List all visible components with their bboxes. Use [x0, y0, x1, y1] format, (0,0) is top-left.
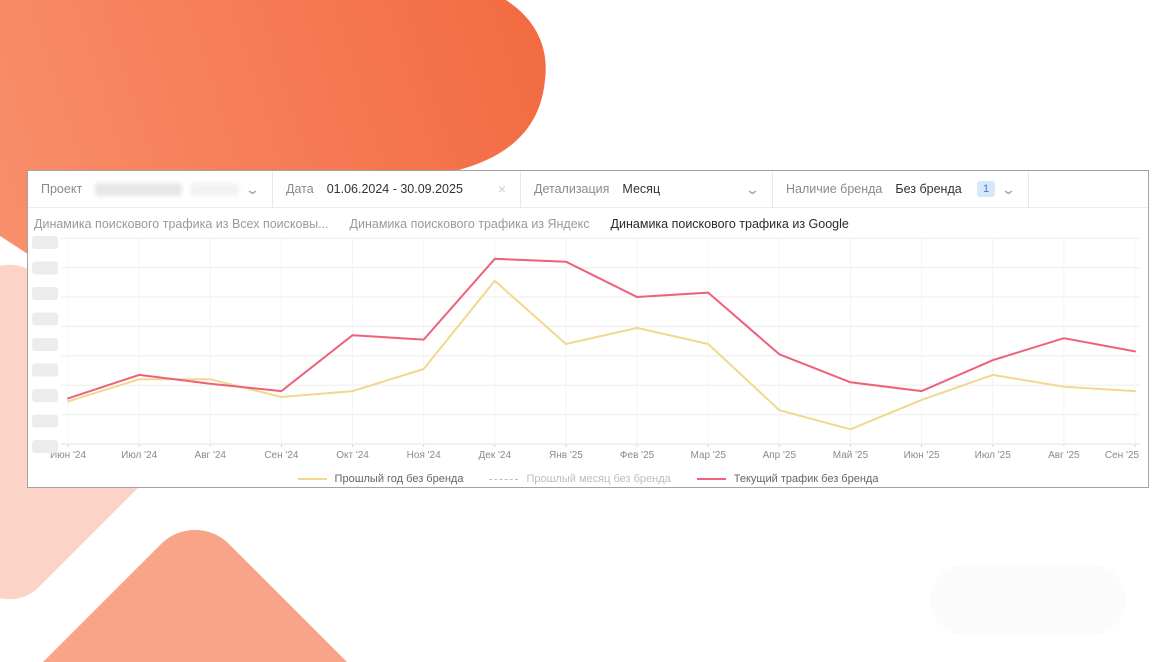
- x-axis-label: Мар '25: [691, 450, 727, 461]
- x-axis-label: Авг '24: [195, 450, 227, 461]
- chevron-down-icon: ⌄: [244, 181, 261, 197]
- granularity-label: Детализация: [534, 182, 610, 196]
- x-axis-label: Апр '25: [763, 450, 797, 461]
- traffic-chart[interactable]: Июн '24 Июл '24 Авг '24 Сен '24 Окт '24 Ноя '…: [28, 234, 1148, 471]
- legend-label: Прошлый месяц без бренда: [526, 473, 671, 485]
- project-value-redacted-2: [189, 182, 240, 196]
- legend-label: Прошлый год без бренда: [334, 473, 464, 485]
- y-axis-label-redacted: [32, 363, 58, 377]
- brand-filter-label: Наличие бренда: [786, 182, 883, 196]
- x-axis-label: Июн '24: [50, 450, 86, 461]
- x-axis-label: Сен '25: [1105, 450, 1140, 461]
- y-axis-label-redacted: [32, 414, 58, 428]
- x-axis-label: Янв '25: [549, 450, 583, 461]
- x-axis-label: Май '25: [833, 450, 869, 461]
- legend-label: Текущий трафик без бренда: [733, 473, 879, 485]
- y-axis-label-redacted: [32, 236, 58, 249]
- report-tabs: Динамика поискового трафика из Всех поис…: [34, 217, 1148, 231]
- project-value-redacted: [95, 182, 182, 196]
- traffic-line-chart-svg[interactable]: Июн '24 Июл '24 Авг '24 Сен '24 Окт '24 Ноя '…: [28, 234, 1147, 466]
- brand-filter-select[interactable]: Наличие бренда Без бренда 1 ⌄: [773, 171, 1029, 207]
- y-axis-label-redacted: [32, 389, 58, 402]
- clear-date-icon[interactable]: ×: [497, 181, 506, 197]
- y-axis-label-redacted: [32, 261, 58, 275]
- y-axis-label-redacted: [32, 440, 58, 453]
- y-axis-label-redacted: [32, 312, 58, 326]
- analytics-panel: Проект ⌄ Дата 01.06.2024 - 30.09.2025 × …: [27, 170, 1149, 488]
- legend-swatch: [696, 478, 726, 480]
- x-axis-label: Июл '25: [975, 450, 1012, 461]
- watermark-blob: [930, 565, 1126, 635]
- toolbar-spacer: [1029, 171, 1148, 207]
- granularity-select[interactable]: Детализация Месяц ⌄: [521, 171, 773, 207]
- tab-google[interactable]: Динамика поискового трафика из Google: [610, 217, 849, 231]
- x-axis-label: Авг '25: [1048, 450, 1080, 461]
- legend-swatch: [297, 478, 327, 480]
- y-axis-label-redacted: [32, 338, 58, 351]
- chevron-down-icon: ⌄: [744, 181, 761, 197]
- chart-legend: Прошлый год без бренда Прошлый месяц без …: [28, 473, 1148, 485]
- x-axis-label: Июн '25: [904, 450, 940, 461]
- x-axis-label: Фев '25: [620, 450, 655, 461]
- salmon-diamond-bottom-left: [16, 529, 374, 662]
- legend-swatch: [489, 478, 519, 480]
- legend-item-0[interactable]: Прошлый год без бренда: [297, 473, 464, 485]
- granularity-value: Месяц: [622, 182, 661, 196]
- project-label: Проект: [41, 182, 83, 196]
- x-axis-label: Ноя '24: [407, 450, 441, 461]
- x-axis-label: Июл '24: [121, 450, 158, 461]
- date-label: Дата: [286, 182, 314, 196]
- brand-filter-value: Без бренда: [895, 182, 962, 196]
- legend-item-2[interactable]: Текущий трафик без бренда: [696, 473, 879, 485]
- series-line-0: [67, 279, 1136, 431]
- x-axis-label: Окт '24: [336, 450, 369, 461]
- chevron-down-icon: ⌄: [1000, 181, 1017, 197]
- filters-toolbar: Проект ⌄ Дата 01.06.2024 - 30.09.2025 × …: [28, 171, 1148, 208]
- project-select[interactable]: Проект ⌄: [28, 171, 273, 207]
- brand-count-badge: 1: [976, 181, 996, 197]
- y-axis-label-redacted: [32, 287, 58, 300]
- date-value: 01.06.2024 - 30.09.2025: [326, 182, 463, 196]
- x-axis-label: Дек '24: [479, 450, 512, 461]
- legend-item-1[interactable]: Прошлый месяц без бренда: [489, 473, 671, 485]
- date-range-field[interactable]: Дата 01.06.2024 - 30.09.2025 ×: [273, 171, 521, 207]
- series-line-2: [67, 257, 1136, 400]
- x-axis-label: Сен '24: [264, 450, 299, 461]
- tab-all-search-engines[interactable]: Динамика поискового трафика из Всех поис…: [34, 217, 329, 231]
- tab-yandex[interactable]: Динамика поискового трафика из Яндекс: [349, 217, 590, 231]
